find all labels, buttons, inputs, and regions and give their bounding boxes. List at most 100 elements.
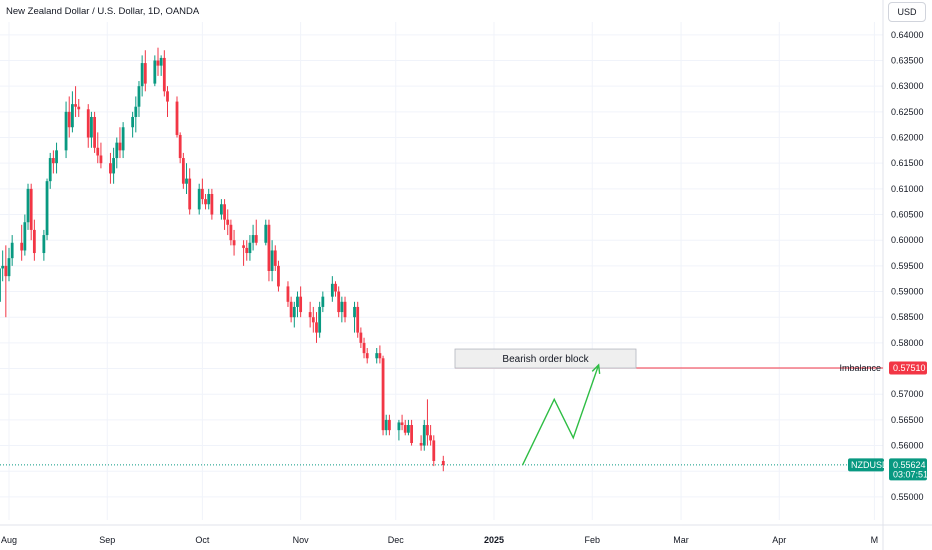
candle-body — [4, 265, 8, 277]
candle-body — [229, 224, 233, 241]
candle-body — [223, 204, 226, 220]
price-axis: 0.550000.555000.560000.565000.570000.575… — [891, 30, 924, 502]
imbalance-label: Imbalance — [839, 363, 881, 373]
candle-body — [67, 111, 71, 128]
overlays: Bearish order block — [454, 348, 637, 466]
candle-body — [159, 57, 163, 66]
y-tick-label: 0.61500 — [891, 158, 924, 168]
y-tick-label: 0.58000 — [891, 338, 924, 348]
currency-button[interactable]: USD — [888, 2, 926, 22]
candle-body — [432, 440, 436, 461]
x-tick-label: Sep — [99, 535, 115, 545]
candle-body — [353, 306, 356, 318]
candle-body — [112, 158, 116, 174]
candle-body — [181, 158, 185, 184]
y-tick-label: 0.57000 — [891, 389, 924, 399]
candle-body — [26, 188, 30, 223]
candle-body — [93, 116, 96, 148]
candle-body — [137, 86, 141, 107]
candle-body — [197, 188, 201, 210]
price-levels: Imbalance — [0, 363, 883, 466]
candle-body — [0, 268, 1, 302]
chart-title: New Zealand Dollar / U.S. Dollar, 1D, OA… — [6, 6, 200, 17]
x-tick-label: Dec — [388, 535, 405, 545]
candle-body — [51, 158, 55, 164]
last-price-tag — [889, 458, 927, 481]
candle-body — [74, 104, 77, 107]
candle-body — [204, 199, 207, 205]
imbalance-price-tag — [889, 361, 927, 375]
candle-body — [7, 258, 11, 277]
y-tick-label: 0.64000 — [891, 30, 924, 40]
candle-body — [1, 265, 5, 269]
time-axis: Aug Sep Oct Nov Dec 2025 Feb Mar Apr M — [1, 535, 878, 545]
countdown-text: 03:07:51 — [893, 469, 928, 479]
candle-body — [42, 235, 46, 254]
symbol-tag-text: NZDUSD — [851, 460, 889, 470]
y-tick-label: 0.62500 — [891, 107, 924, 117]
x-tick-label: Oct — [195, 535, 210, 545]
x-tick-label: Nov — [293, 535, 310, 545]
candle-body — [296, 296, 299, 307]
candle-body — [264, 224, 268, 243]
candle-body — [410, 425, 413, 443]
candle-body — [32, 229, 36, 254]
candle-body — [388, 419, 391, 431]
candle-body — [121, 127, 125, 151]
x-tick-label: Feb — [585, 535, 601, 545]
candle-body — [426, 425, 429, 436]
candle-body — [162, 57, 166, 92]
y-tick-label: 0.56000 — [891, 441, 924, 451]
x-tick-label: 2025 — [484, 535, 504, 545]
candle-body — [242, 245, 245, 248]
candle-body — [292, 306, 296, 318]
candle-body — [188, 178, 192, 210]
candle-body — [429, 435, 433, 441]
candle-body — [422, 425, 426, 446]
candle-body — [267, 224, 271, 271]
y-tick-label: 0.61000 — [891, 184, 924, 194]
candle-body — [166, 91, 169, 102]
candle-body — [29, 188, 33, 230]
y-tick-label: 0.56500 — [891, 415, 924, 425]
candle-body — [178, 134, 182, 159]
candle-body — [407, 425, 410, 433]
y-tick-label: 0.59500 — [891, 261, 924, 271]
last-price-text: 0.55624 — [893, 460, 926, 470]
candle-body — [71, 104, 74, 128]
candle-body — [20, 242, 24, 251]
candle-body — [321, 296, 325, 307]
y-tick-label: 0.63500 — [891, 56, 924, 66]
candle-body — [289, 301, 293, 318]
order-block-label: Bearish order block — [502, 354, 589, 365]
candle-body — [245, 247, 249, 254]
y-tick-label: 0.63000 — [891, 81, 924, 91]
candle-body — [48, 158, 52, 182]
candle-body — [109, 163, 112, 174]
candle-body — [299, 296, 303, 313]
candle-body — [153, 60, 157, 84]
candle-body — [381, 358, 385, 431]
candle-body — [384, 419, 388, 431]
y-tick-label: 0.60500 — [891, 210, 924, 220]
candle-body — [397, 422, 401, 431]
candle-body — [200, 188, 204, 200]
y-tick-label: 0.58500 — [891, 312, 924, 322]
candle-body — [378, 353, 382, 359]
y-tick-label: 0.55000 — [891, 492, 924, 502]
candles — [0, 47, 445, 472]
candle-body — [226, 219, 230, 225]
order-block-box — [454, 348, 637, 369]
symbol-tag — [848, 458, 884, 472]
candle-body — [143, 63, 147, 84]
candle-body — [131, 116, 135, 128]
candle-body — [343, 301, 347, 318]
candle-body — [403, 425, 407, 433]
candle-body — [286, 286, 290, 302]
candle-body — [207, 193, 211, 205]
candle-body — [99, 155, 103, 164]
candle-body — [55, 150, 58, 164]
